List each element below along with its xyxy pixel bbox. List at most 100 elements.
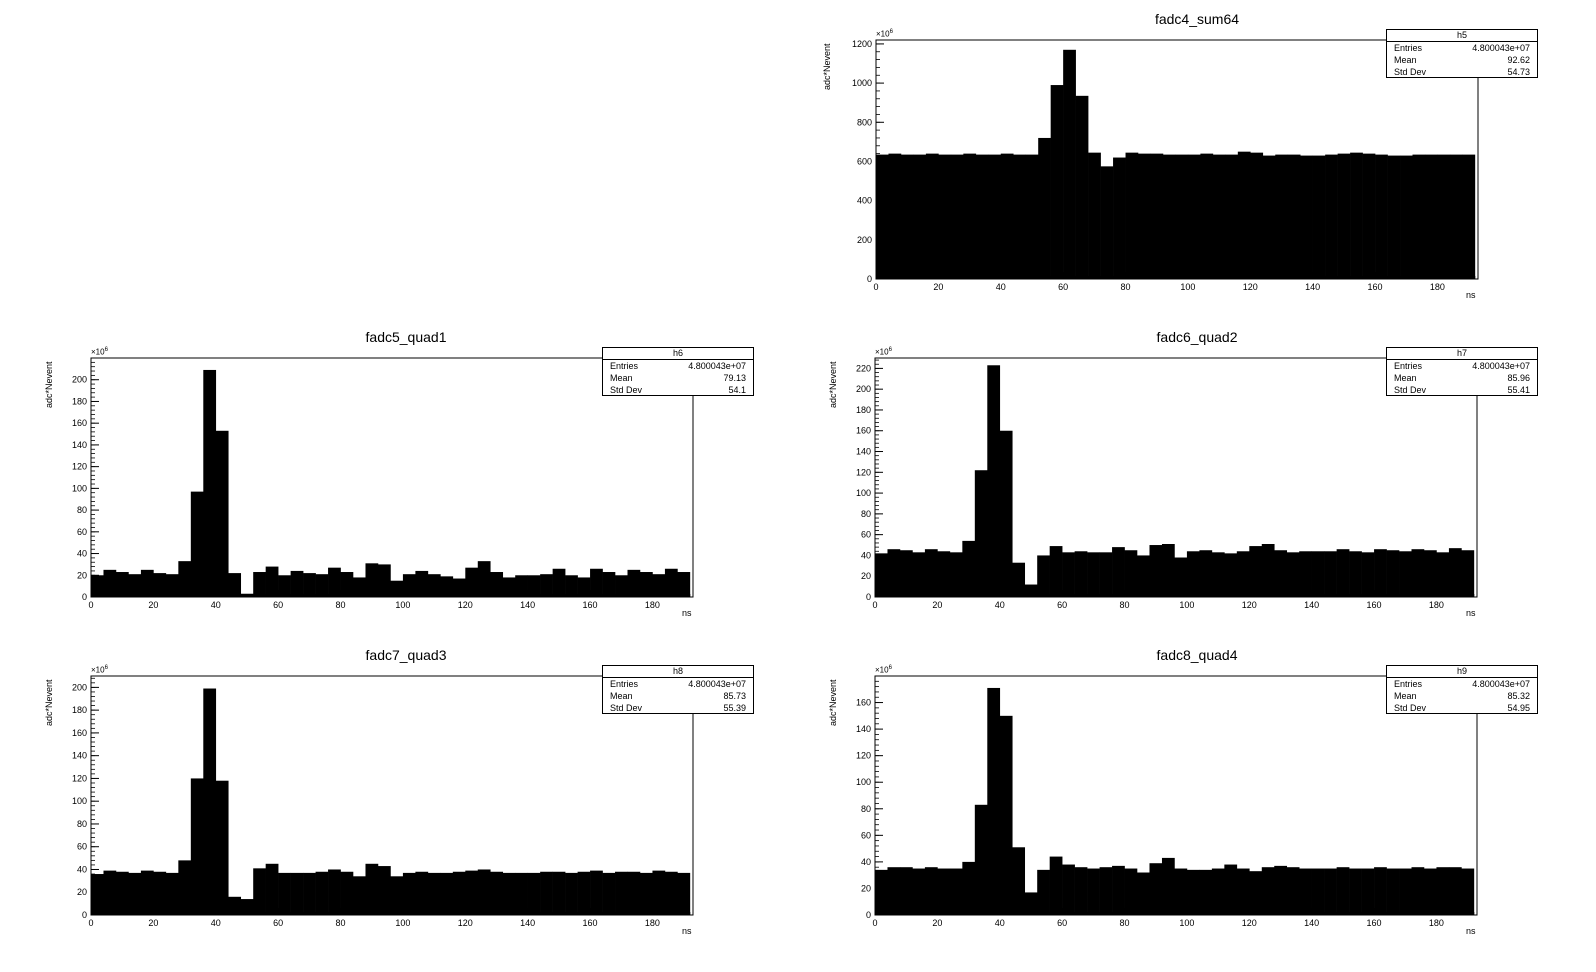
histogram-bin [1124,868,1138,915]
entries-value: 4.800043e+07 [1472,361,1530,371]
histogram-plot: 0 20 40 60 80 100 120 140 160 180 0 20 40 60 80 100 120 1… [72,357,694,610]
x-axis-label: ns [1466,926,1476,936]
histogram-bin [615,575,628,597]
x-tick-label: 40 [995,600,1005,610]
histogram-bin [402,574,416,597]
histogram-bin [353,577,366,597]
std-value: 54.95 [1507,703,1530,713]
histogram-bin [1311,551,1325,597]
y-axis-label: adc*Nevent [828,361,838,408]
histogram-bin [590,568,603,597]
histogram-bin [1161,544,1175,597]
histogram-bin [1374,867,1387,915]
x-tick-label: 80 [336,600,346,610]
mean-value: 79.13 [723,373,746,383]
histogram-bin [465,870,479,915]
histogram-bin [590,870,603,915]
histogram-bin [963,153,977,279]
histogram-bin [1149,863,1163,915]
histogram-bin [165,574,179,597]
histogram-bin [240,593,254,597]
histogram-bin [1325,154,1338,279]
x-tick-label: 40 [211,918,221,928]
histogram-bin [1412,154,1426,279]
histogram-bin [1212,154,1226,279]
x-tick-label: 80 [1120,918,1130,928]
histogram-bin [377,564,391,597]
histogram-bin [153,573,167,597]
histogram-bin [527,575,541,597]
histogram-bin [540,871,553,915]
y-tick-label: 80 [77,819,87,829]
histogram-bin [1324,551,1337,597]
histogram-bin [639,572,653,597]
x-tick-label: 160 [1367,918,1382,928]
y-tick-label: 120 [72,773,87,783]
histogram-bin [1099,867,1113,915]
histogram-bin [527,872,541,915]
y-tick-label: 140 [856,724,871,734]
histogram-plot: 0 20 40 60 80 100 120 140 160 180 0 20 40 60 80 100 120 1… [856,357,1478,610]
histogram-bin [278,575,291,597]
x-tick-label: 20 [932,600,942,610]
histogram-bin [215,430,229,597]
histogram-bin [427,574,441,597]
histogram-bin [228,896,242,915]
y-tick-label: 600 [857,156,872,166]
histogram-bin [875,869,888,915]
histogram-bin [1025,154,1039,279]
pad-quad1: fadc5_quad1 0 20 40 60 80 100 120 140 160 180 0 20 4… [14,318,798,636]
pad-sum64: fadc4_sum64 0 20 40 60 80 100 120 140 160 180 0 200… [798,0,1596,318]
stats-name: h9 [1387,666,1537,678]
histogram-bin [577,871,591,915]
histogram-bin [1324,868,1337,915]
histogram-bin [1012,562,1026,597]
x-tick-label: 120 [1242,600,1257,610]
histogram-bin [1299,551,1312,597]
x-tick-label: 20 [932,918,942,928]
histogram-bin [502,577,516,597]
histogram-bin [1436,552,1450,597]
histogram-bin [577,577,591,597]
histogram-bin [390,580,404,597]
y-tick-label: 100 [856,777,871,787]
histogram-bin [390,876,404,915]
histogram-bin [1375,154,1388,279]
histogram-bin [190,491,204,597]
y-tick-label: 0 [866,592,871,602]
histogram-bin [1186,869,1200,915]
histogram-bin [924,549,938,597]
histogram-bin [1449,154,1463,279]
histogram-bin [477,561,491,597]
x-tick-label: 40 [211,600,221,610]
histogram-bin [265,566,279,597]
y-tick-label: 160 [72,418,87,428]
x-tick-label: 180 [645,600,660,610]
histogram-bin [1336,549,1350,597]
histogram-bin [1161,857,1175,915]
y-tick-label: 200 [856,384,871,394]
y-multiplier: ×106 [875,665,892,675]
y-tick-label: 200 [72,375,87,385]
histogram-bin [1300,155,1313,279]
histogram-bin [178,860,192,915]
histogram-bin [652,870,666,915]
histogram-bin [1387,155,1401,279]
plot-title: fadc4_sum64 [1154,11,1240,27]
histogram-bin [91,575,104,597]
histogram-bin [1112,547,1125,597]
x-tick-label: 0 [872,600,877,610]
x-tick-label: 140 [1304,600,1319,610]
pad-quad2: fadc6_quad2 0 20 40 60 80 100 120 140 160 180 0 20 4… [798,318,1596,636]
histogram-bin [115,871,129,915]
histogram-bin [140,870,154,915]
histogram-bin [315,574,329,597]
histogram-bin [1062,552,1075,597]
x-tick-label: 80 [1121,282,1131,292]
std-value: 55.39 [723,703,746,713]
histogram-bin [203,688,217,915]
histogram-plot: 0 20 40 60 80 100 120 140 160 180 0 20 40 60 80 100 120 1… [72,675,694,928]
plot-title: fadc5_quad1 [365,329,447,345]
y-axis-label: adc*Nevent [44,679,54,726]
histogram-bin [677,572,691,597]
